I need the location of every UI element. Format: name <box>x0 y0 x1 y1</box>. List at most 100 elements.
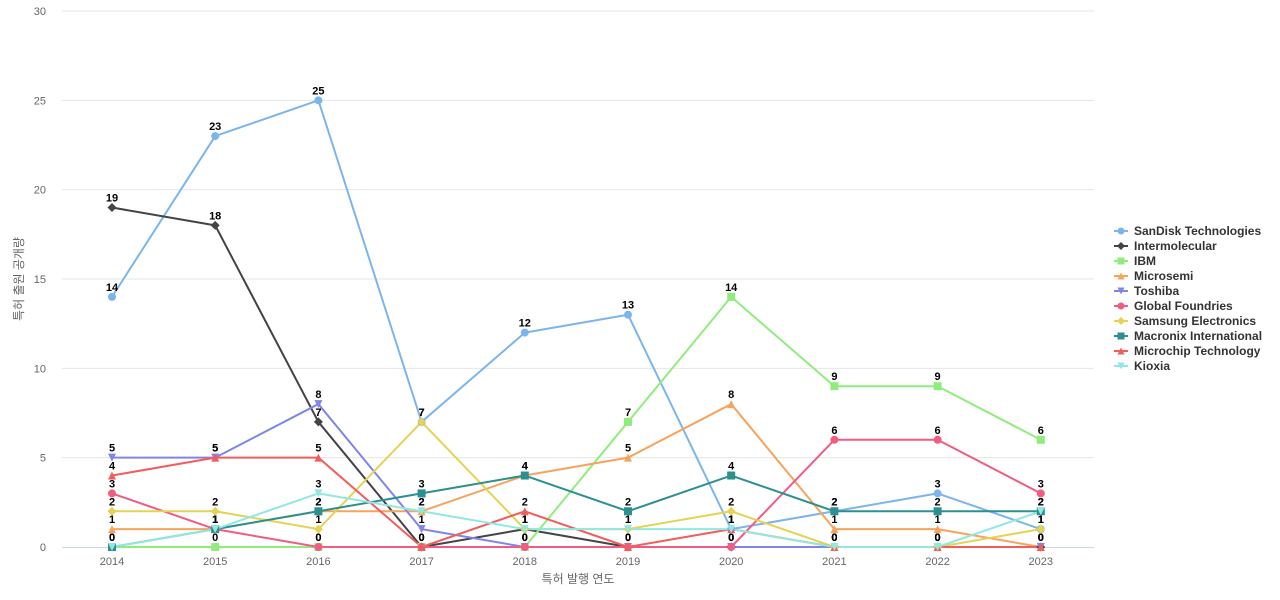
data-label: 1 <box>831 514 837 526</box>
legend-item[interactable]: Samsung Electronics <box>1114 314 1256 328</box>
data-label: 0 <box>315 532 321 544</box>
legend-marker <box>1117 347 1125 355</box>
data-label: 7 <box>315 407 321 419</box>
data-point <box>933 435 942 444</box>
data-label: 0 <box>315 532 321 544</box>
data-label: 2 <box>728 496 734 508</box>
data-point <box>417 507 426 516</box>
data-label: 9 <box>831 371 837 383</box>
legend-marker <box>1117 362 1125 370</box>
data-point <box>1036 489 1045 498</box>
data-label: 3 <box>419 478 425 490</box>
data-label: 4 <box>522 461 529 473</box>
data-point <box>107 203 117 213</box>
legend-marker <box>1117 227 1125 235</box>
data-label: 0 <box>1038 532 1044 544</box>
legend-item[interactable]: SanDisk Technologies <box>1114 224 1261 238</box>
legend-item[interactable]: Microchip Technology <box>1114 344 1261 358</box>
data-point <box>314 489 323 498</box>
data-label: 1 <box>212 514 218 526</box>
data-point <box>313 524 323 534</box>
data-point <box>520 543 529 551</box>
data-point <box>211 525 220 534</box>
data-label: 0 <box>625 532 631 544</box>
data-point <box>210 506 220 516</box>
data-label: 0 <box>935 532 941 544</box>
data-point <box>417 525 426 534</box>
data-label: 1 <box>522 514 528 526</box>
x-tick-label: 2020 <box>719 556 743 568</box>
data-label: 0 <box>625 532 631 544</box>
data-label: 0 <box>831 532 837 544</box>
data-point <box>417 543 426 551</box>
data-label: 7 <box>419 407 425 419</box>
data-label: 6 <box>935 425 941 437</box>
legend-item[interactable]: Global Foundries <box>1114 299 1233 313</box>
data-point <box>727 471 736 480</box>
data-label: 2 <box>212 496 218 508</box>
data-label: 1 <box>109 514 115 526</box>
data-point <box>727 400 736 409</box>
x-tick-label: 2021 <box>822 556 846 568</box>
data-label: 0 <box>831 532 837 544</box>
legend-item[interactable]: Intermolecular <box>1114 239 1217 253</box>
data-point <box>108 453 116 462</box>
legend-item[interactable]: IBM <box>1114 254 1156 268</box>
data-label: 2 <box>315 496 321 508</box>
legend-item[interactable]: Macronix International <box>1114 329 1262 343</box>
data-label: 3 <box>315 478 321 490</box>
data-label: 0 <box>625 532 631 544</box>
legend-item[interactable]: Toshiba <box>1114 284 1179 298</box>
data-label: 1 <box>212 514 218 526</box>
data-label: 4 <box>109 461 116 473</box>
data-label: 1 <box>419 514 425 526</box>
series-line <box>111 492 1042 548</box>
x-tick-label: 2015 <box>203 556 227 568</box>
data-label: 0 <box>935 532 941 544</box>
data-label: 1 <box>212 514 218 526</box>
data-label: 0 <box>831 532 837 544</box>
data-label: 4 <box>728 461 735 473</box>
data-point <box>1036 543 1045 551</box>
legend-marker <box>1117 332 1125 340</box>
data-label: 7 <box>419 407 425 419</box>
data-label: 0 <box>419 532 425 544</box>
data-label: 1 <box>212 514 218 526</box>
data-label: 4 <box>522 461 529 473</box>
data-point <box>417 489 426 498</box>
data-label: 2 <box>419 496 425 508</box>
x-axis-title: 특허 발행 연도 <box>542 571 615 586</box>
data-label: 1 <box>522 514 528 526</box>
legend: SanDisk TechnologiesIntermolecularIBMMic… <box>1114 224 1262 373</box>
x-tick-label: 2017 <box>409 556 433 568</box>
data-label: 8 <box>315 389 321 401</box>
x-tick-label: 2016 <box>306 556 330 568</box>
data-label: 0 <box>1038 532 1044 544</box>
series-line <box>111 474 1041 548</box>
data-label: 0 <box>935 532 941 544</box>
y-tick-label: 10 <box>34 363 46 375</box>
data-label: 0 <box>109 532 115 544</box>
data-point <box>314 453 323 462</box>
data-point <box>830 382 839 391</box>
legend-label: IBM <box>1134 254 1156 268</box>
data-point <box>933 507 942 516</box>
series-line <box>111 438 1042 548</box>
data-label: 0 <box>935 532 941 544</box>
legend-item[interactable]: Microsemi <box>1114 269 1193 283</box>
legend-marker <box>1117 287 1125 295</box>
data-label: 2 <box>831 496 837 508</box>
data-label: 2 <box>315 496 321 508</box>
series-line <box>112 295 1042 548</box>
series-line <box>111 456 1041 548</box>
x-tick-label: 2014 <box>100 556 124 568</box>
x-tick-label: 2019 <box>616 556 640 568</box>
legend-item[interactable]: Kioxia <box>1114 359 1170 373</box>
series-line <box>111 206 1041 548</box>
data-label: 9 <box>935 371 941 383</box>
data-point <box>624 525 632 534</box>
data-point <box>108 292 116 301</box>
data-point <box>210 220 220 230</box>
